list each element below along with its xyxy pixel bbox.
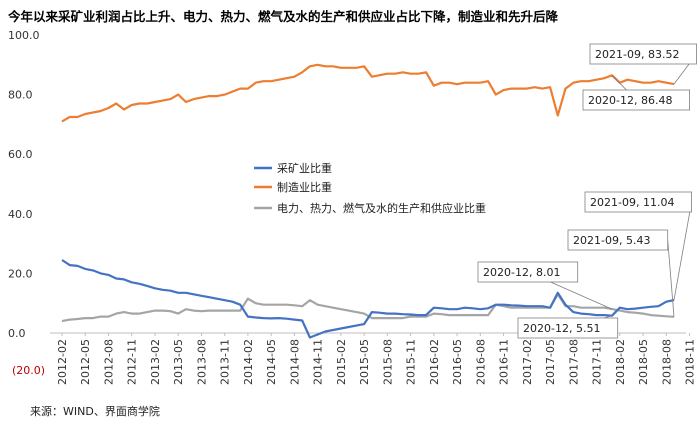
annotation-box xyxy=(584,191,692,213)
series-line-1 xyxy=(61,63,675,123)
y-tick-label: 40.0 xyxy=(8,208,33,221)
annotation-box xyxy=(567,229,669,251)
x-tick-label: 2013-11 xyxy=(219,339,232,385)
x-tick-label: 2016-08 xyxy=(474,339,487,385)
annotation-box xyxy=(589,43,697,65)
legend-label: 采矿业比重 xyxy=(277,161,332,175)
x-tick-label: 2015-08 xyxy=(381,339,394,385)
x-tick-label: 2017-11 xyxy=(591,339,604,385)
annotation-box xyxy=(582,89,690,111)
annotation-box xyxy=(517,317,619,339)
legend-label: 电力、热力、燃气及水的生产和供应业比重 xyxy=(277,201,486,215)
annotations: 2021-09, 83.52 2020-12, 86.48 2021-09, 11.… xyxy=(477,43,697,339)
x-tick-label: 2018-05 xyxy=(637,339,650,385)
chart-title: 今年以来采矿业利润占比上升、电力、热力、燃气及水的生产和供应业占比下降，制造业和… xyxy=(7,9,559,24)
x-tick-label: 2018-02 xyxy=(614,339,627,385)
annotation-label: 2021-09, 83.52 xyxy=(595,48,679,61)
x-tick-label: 2015-05 xyxy=(358,339,371,385)
series-line-2 xyxy=(61,293,675,323)
x-tick-label: 2013-05 xyxy=(172,339,185,385)
x-tick-label: 2015-02 xyxy=(335,339,348,385)
annotation-label: 2021-09, 11.04 xyxy=(590,196,674,209)
x-tick-label: 2016-11 xyxy=(498,339,511,385)
x-tick-label: 2013-02 xyxy=(149,339,162,385)
x-tick-label: 2017-08 xyxy=(567,339,580,385)
y-tick-label: (20.0) xyxy=(12,364,45,377)
x-tick-label: 2015-11 xyxy=(405,339,418,385)
x-tick-label: 2014-08 xyxy=(288,339,301,385)
legend-label: 制造业比重 xyxy=(277,180,332,194)
x-tick-label: 2017-02 xyxy=(521,339,534,385)
x-tick-label: 2012-08 xyxy=(102,339,115,385)
annotation-label: 2021-09, 5.43 xyxy=(573,234,650,247)
chart-source: 来源：WIND、界面商学院 xyxy=(30,404,160,418)
annotation-label: 2020-12, 86.48 xyxy=(588,94,672,107)
y-tick-label: 60.0 xyxy=(8,148,33,161)
x-tick-label: 2016-02 xyxy=(428,339,441,385)
annotation-leader xyxy=(667,239,675,317)
x-tick-label: 2017-05 xyxy=(544,339,557,385)
y-tick-label: 80.0 xyxy=(8,89,33,102)
x-tick-label: 2012-05 xyxy=(79,339,92,385)
x-tick-label: 2014-11 xyxy=(312,339,325,385)
annotation-leader xyxy=(673,201,692,301)
y-tick-label: 0.0 xyxy=(8,327,26,340)
series-line-0 xyxy=(61,259,675,339)
x-tick-label: 2013-08 xyxy=(195,339,208,385)
annotation-label: 2020-12, 5.51 xyxy=(523,322,600,335)
annotation-label: 2020-12, 8.01 xyxy=(483,266,560,279)
x-tick-label: 2012-11 xyxy=(126,339,139,385)
x-tick-label: 2018-11 xyxy=(683,339,696,385)
annotation-box xyxy=(477,261,579,283)
x-tick-label: 2014-02 xyxy=(242,339,255,385)
y-tick-label: 100.0 xyxy=(8,29,40,42)
y-tick-label: 20.0 xyxy=(8,267,33,280)
x-tick-label: 2014-05 xyxy=(265,339,278,385)
x-tick-label: 2012-02 xyxy=(56,339,69,385)
x-tick-label: 2018-08 xyxy=(660,339,673,385)
x-axis: 2012-02 2012-05 2012-08 2012-11 2013-02 2013-… xyxy=(50,332,696,385)
x-tick-label: 2016-05 xyxy=(451,339,464,385)
y-axis: (20.0) 0.0 20.0 40.0 60.0 80.0 100.0 xyxy=(8,29,45,377)
series-layer xyxy=(61,63,675,339)
